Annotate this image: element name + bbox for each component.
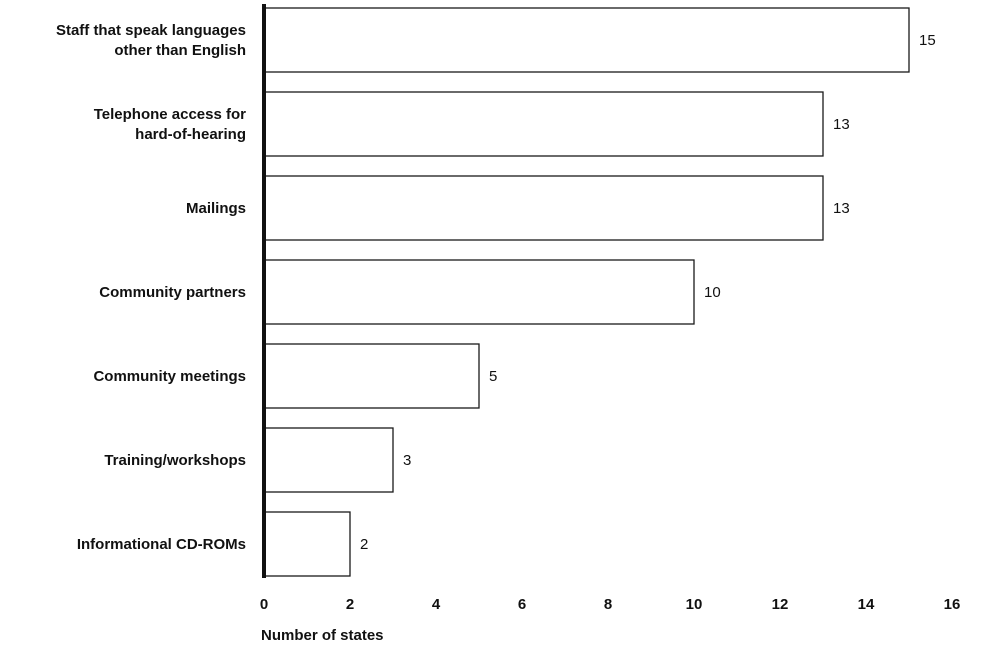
category-labels: Staff that speak languages other than Eng… [56, 22, 246, 553]
category-label-1: Telephone access for hard-of-hearing [94, 106, 246, 143]
bar-5 [263, 427, 394, 493]
x-tick-label-6: 6 [518, 596, 526, 613]
x-tick-label-16: 16 [944, 596, 961, 613]
x-tick-label-10: 10 [686, 596, 703, 613]
value-label-4: 5 [489, 368, 497, 385]
bar-2 [263, 175, 824, 241]
value-label-1: 13 [833, 116, 850, 133]
value-label-5: 3 [403, 452, 411, 469]
category-label-line: Community meetings [93, 368, 246, 385]
x-tick-label-2: 2 [346, 596, 354, 613]
category-label-line: Informational CD-ROMs [77, 536, 246, 553]
category-label-2: Mailings [186, 200, 246, 217]
bar-6 [263, 511, 351, 577]
category-label-0: Staff that speak languages other than Eng… [56, 22, 246, 59]
value-label-0: 15 [919, 32, 936, 49]
value-label-2: 13 [833, 200, 850, 217]
value-label-6: 2 [360, 536, 368, 553]
category-label-line: Mailings [186, 200, 246, 217]
x-tick-label-14: 14 [858, 596, 875, 613]
category-label-line: Staff that speak languages [56, 22, 246, 39]
category-label-line: hard-of-hearing [135, 126, 246, 143]
bars [263, 7, 910, 577]
category-label-line: other than English [114, 42, 246, 59]
category-label-line: Training/workshops [104, 452, 246, 469]
category-label-3: Community partners [99, 284, 246, 301]
category-label-5: Training/workshops [104, 452, 246, 469]
category-label-6: Informational CD-ROMs [77, 536, 246, 553]
x-tick-label-8: 8 [604, 596, 612, 613]
x-tick-labels: 0 2 4 6 8 10 12 14 16 [260, 596, 961, 613]
bar-3 [263, 259, 695, 325]
value-labels: 15 13 13 10 5 3 2 [360, 32, 936, 553]
category-label-line: Telephone access for [94, 106, 246, 123]
bar-4 [263, 343, 480, 409]
x-tick-label-4: 4 [432, 596, 441, 613]
category-label-4: Community meetings [93, 368, 246, 385]
bar-0 [263, 7, 910, 73]
category-label-line: Community partners [99, 284, 246, 301]
x-tick-label-12: 12 [772, 596, 789, 613]
bar-1 [263, 91, 824, 157]
x-axis-title: Number of states [261, 627, 384, 644]
value-label-3: 10 [704, 284, 721, 301]
x-tick-label-0: 0 [260, 596, 268, 613]
